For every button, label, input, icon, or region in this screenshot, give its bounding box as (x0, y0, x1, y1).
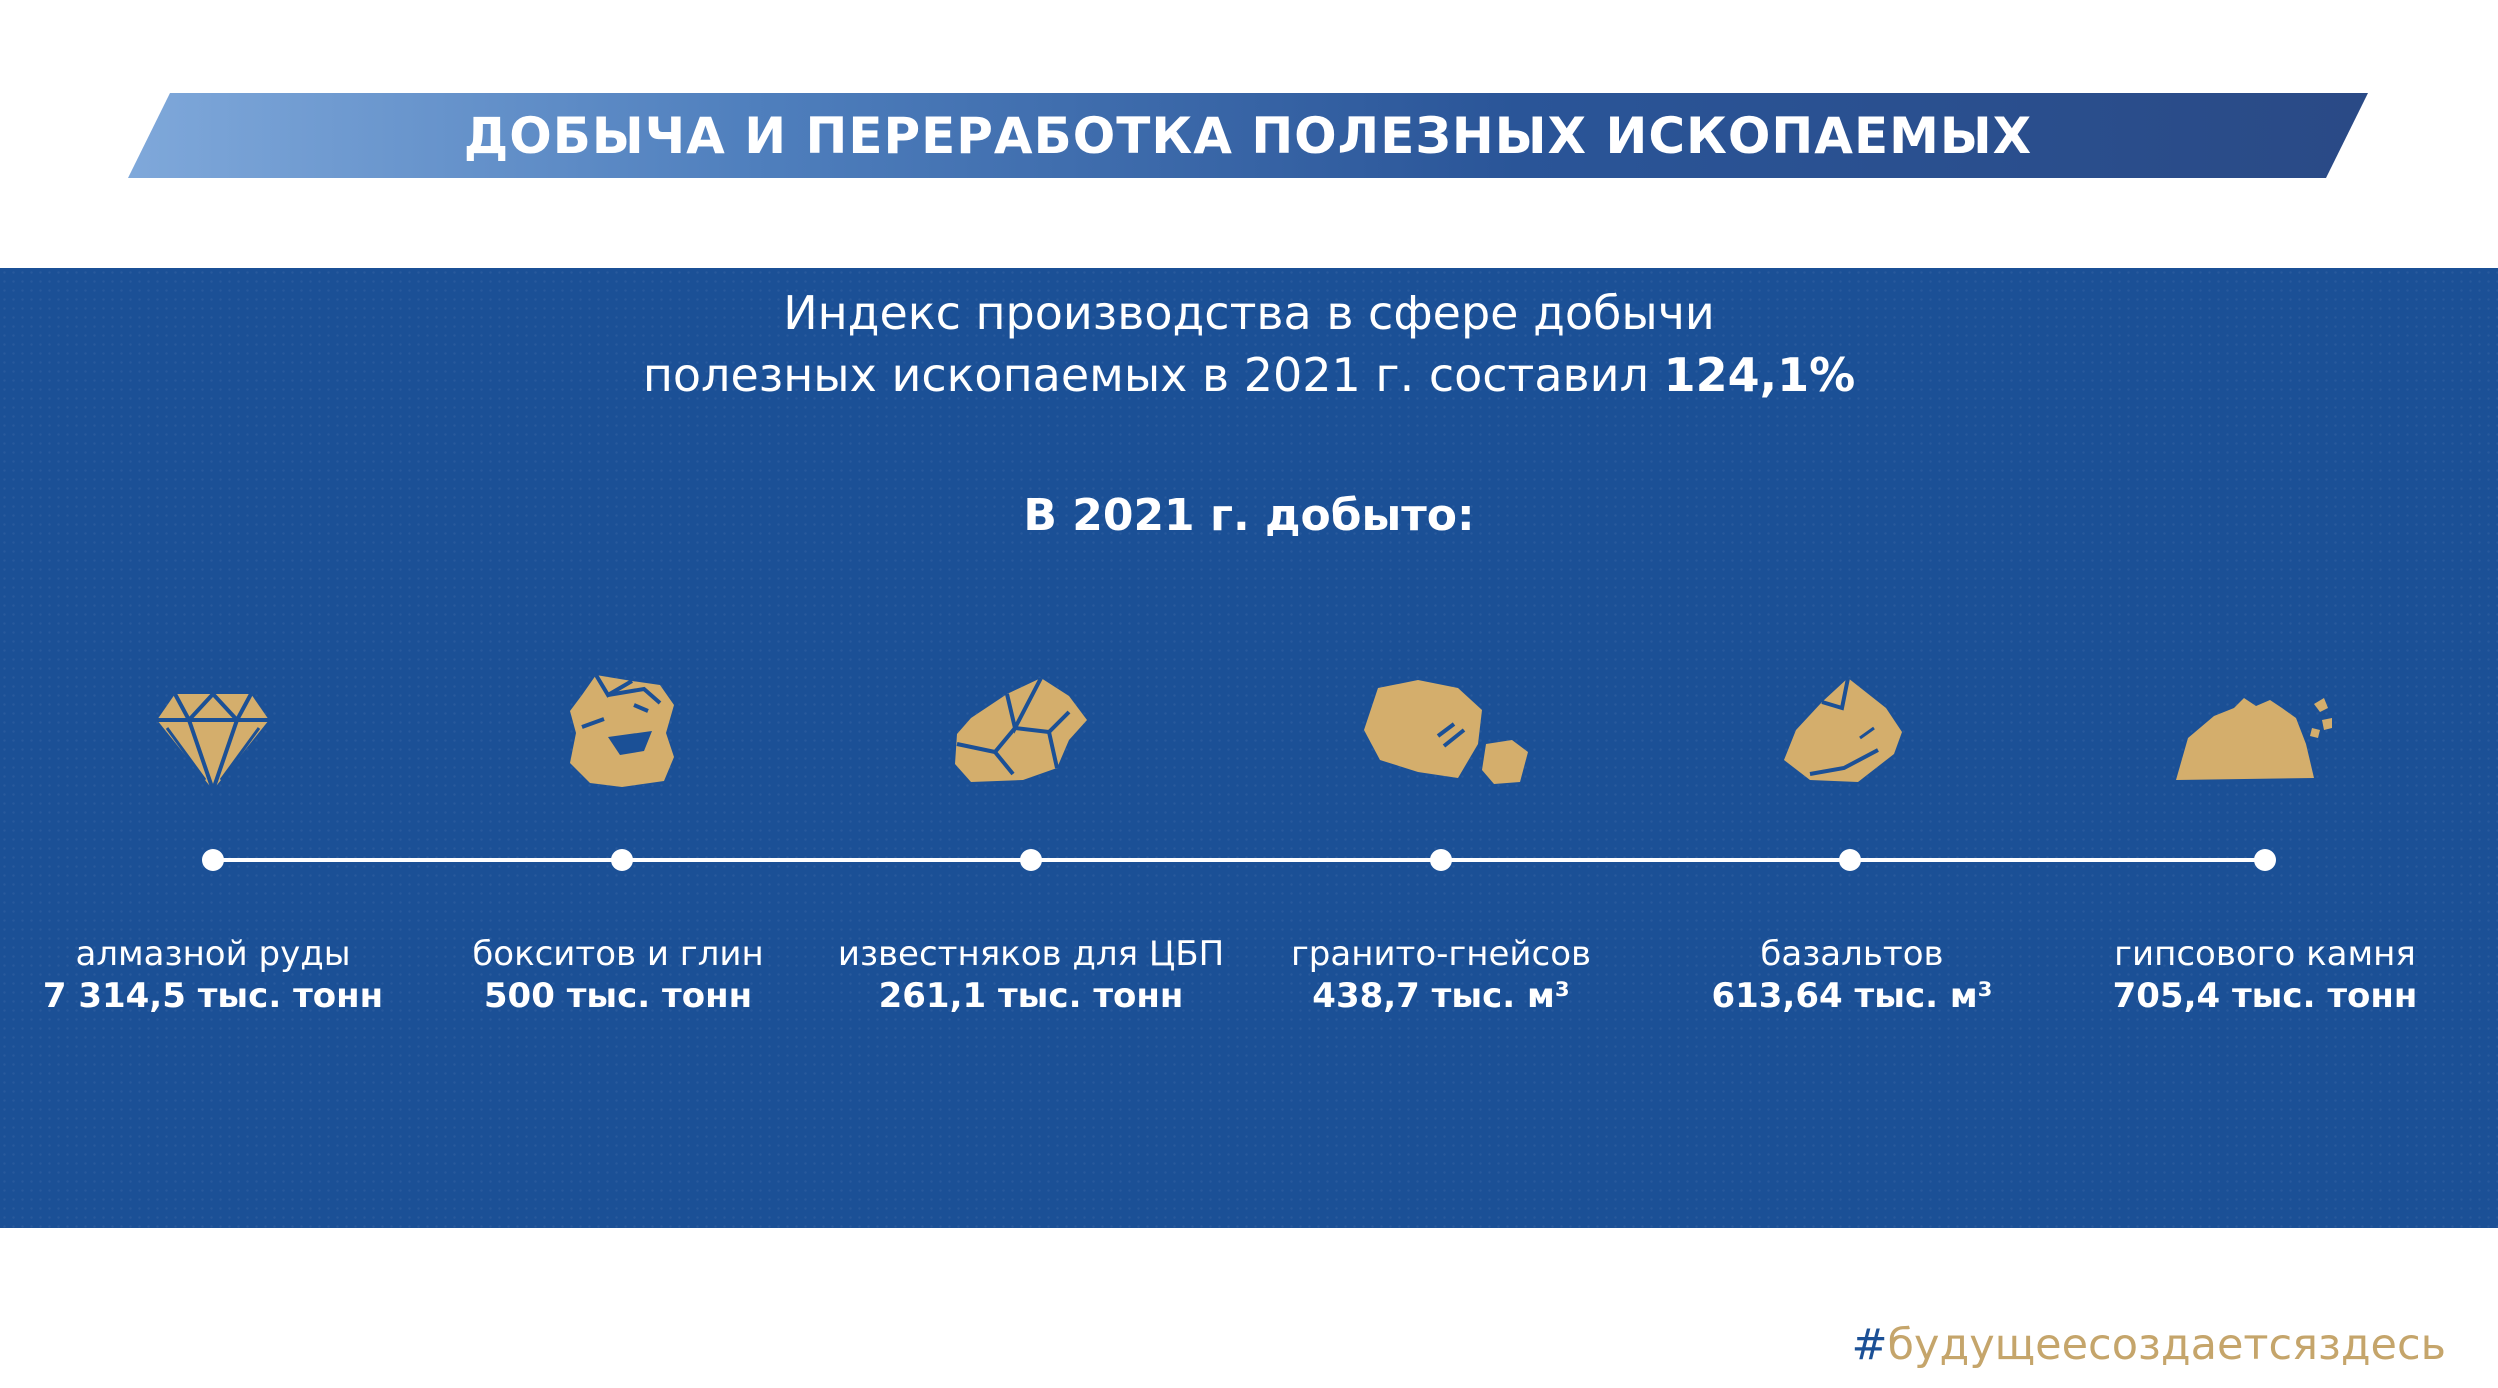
item-name: известняков для ЦБП (837, 934, 1225, 974)
hashtag-text: будущеесоздаетсяздесь (1887, 1320, 2447, 1370)
limestone-rock-icon (953, 678, 1089, 782)
item-basalt: базальтов 613,64 тыс. м³ (1652, 933, 2052, 1017)
index-line-2-text: полезных ископаемых в 2021 г. составил (642, 348, 1649, 402)
item-bauxite-clay: бокситов и глин 500 тыс. тонн (418, 933, 818, 1017)
index-line-1: Индекс производства в сфере добычи (783, 286, 1715, 340)
item-amount: 705,4 тыс. тонн (2112, 976, 2418, 1016)
title-banner (128, 93, 2368, 178)
item-diamond-ore: алмазной руды 7 314,5 тыс. тонн (13, 933, 413, 1017)
item-name: гипсового камня (2114, 934, 2416, 974)
item-name: базальтов (1760, 934, 1944, 974)
index-value: 124,1% (1663, 348, 1856, 402)
item-amount: 438,7 тыс. м³ (1312, 976, 1570, 1016)
hashtag-symbol: # (1851, 1320, 1888, 1370)
item-limestone: известняков для ЦБП 261,1 тыс. тонн (831, 933, 1231, 1017)
item-name: гранито-гнейсов (1290, 934, 1592, 974)
gypsum-pile-icon (2174, 694, 2334, 782)
content-band (0, 268, 2498, 1228)
production-index-text: Индекс производства в сфере добычи полез… (0, 282, 2498, 406)
hashtag: #будущеесоздаетсяздесь (1851, 1320, 2446, 1370)
item-name: бокситов и глин (472, 934, 764, 974)
item-granite-gneiss: гранито-гнейсов 438,7 тыс. м³ (1241, 933, 1641, 1017)
granite-rocks-icon (1362, 680, 1530, 786)
index-line-2: полезных ископаемых в 2021 г. составил 1… (0, 344, 2498, 406)
item-name: алмазной руды (75, 934, 351, 974)
diamond-icon (155, 692, 271, 792)
item-amount: 500 тыс. тонн (483, 976, 753, 1016)
basalt-rock-icon (1782, 678, 1904, 784)
item-amount: 613,64 тыс. м³ (1711, 976, 1993, 1016)
item-gypsum: гипсового камня 705,4 тыс. тонн (2065, 933, 2465, 1017)
mined-heading: В 2021 г. добыто: (1023, 490, 1475, 541)
item-amount: 261,1 тыс. тонн (878, 976, 1184, 1016)
item-amount: 7 314,5 тыс. тонн (42, 976, 384, 1016)
bauxite-rock-icon (568, 675, 678, 787)
page-title: ДОБЫЧА И ПЕРЕРАБОТКА ПОЛЕЗНЫХ ИСКОПАЕМЫХ (463, 106, 2033, 165)
